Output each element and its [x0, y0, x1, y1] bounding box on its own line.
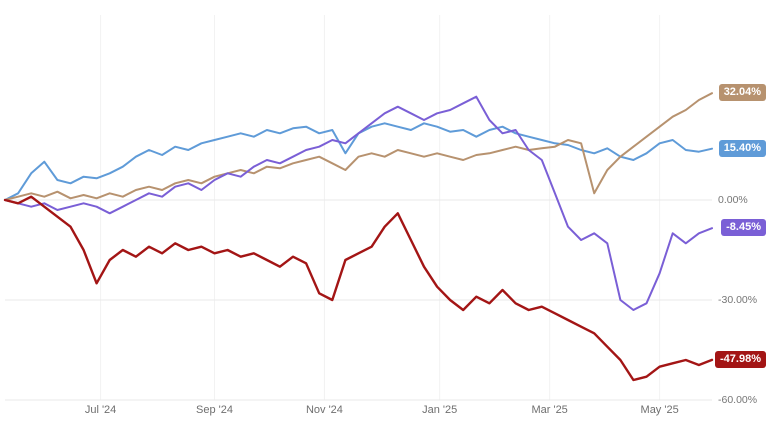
x-axis-tick-label: Mar '25 — [531, 404, 568, 416]
blue-series-line[interactable] — [4, 122, 713, 201]
x-axis-tick-label: May '25 — [640, 404, 679, 416]
tan-series-line[interactable] — [4, 92, 713, 201]
x-axis-tick-label: Jan '25 — [422, 404, 458, 416]
x-axis-tick-label: Jul '24 — [84, 404, 117, 416]
y-axis-tick-label: 0.00% — [718, 194, 748, 206]
x-axis-tick-label: Sep '24 — [195, 404, 233, 416]
y-axis-tick-label: -60.00% — [718, 394, 758, 406]
purple-series-line[interactable] — [4, 95, 713, 311]
tan-series-value-badge: 32.04% — [718, 84, 766, 102]
red-series-value-badge: -47.98% — [715, 350, 766, 368]
blue-series-value-badge: 15.40% — [718, 139, 766, 157]
purple-series-value-badge: -8.45% — [721, 219, 766, 237]
red-series-line[interactable] — [3, 195, 714, 382]
x-axis-tick-label: Nov '24 — [305, 404, 343, 416]
y-axis-tick-label: -30.00% — [718, 294, 758, 306]
